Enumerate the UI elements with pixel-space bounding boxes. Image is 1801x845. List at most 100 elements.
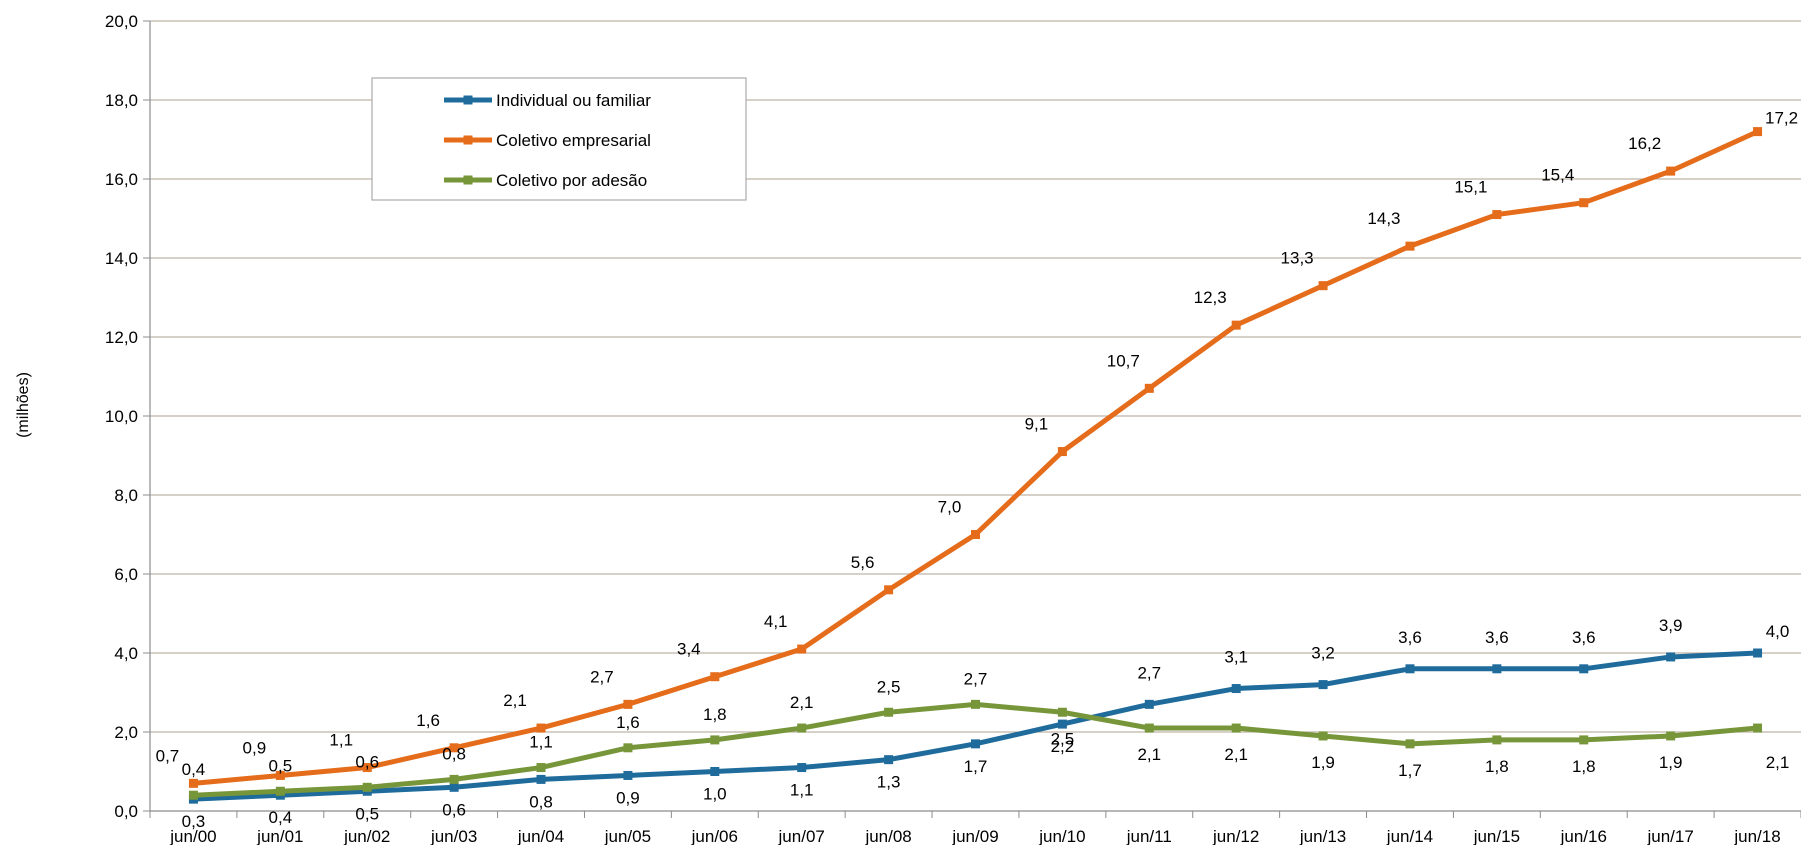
data-point: [623, 699, 633, 709]
data-label: 7,0: [938, 498, 962, 517]
data-point: [884, 755, 894, 765]
data-label: 1,1: [329, 731, 353, 750]
data-label: 0,9: [616, 788, 640, 807]
y-tick-label: 0,0: [114, 802, 138, 821]
data-point: [1753, 648, 1763, 658]
x-tick-label: jun/17: [1646, 827, 1693, 845]
axes: [143, 20, 1801, 818]
data-point: [1057, 719, 1067, 729]
data-label: 2,1: [1224, 745, 1248, 764]
data-point: [797, 644, 807, 654]
x-tick-label: jun/14: [1386, 827, 1433, 845]
data-label: 0,3: [182, 812, 206, 831]
data-point: [1492, 664, 1502, 674]
data-point: [1405, 664, 1415, 674]
data-label: 0,6: [442, 800, 466, 819]
data-label: 3,6: [1572, 628, 1596, 647]
data-point: [1666, 652, 1676, 662]
x-axis-ticks: jun/00 jun/01 jun/02 jun/03 jun/04 jun/05 jun/…: [169, 827, 1780, 845]
data-label: 1,0: [703, 785, 727, 804]
data-label: 1,8: [1572, 757, 1596, 776]
data-label: 2,7: [1137, 663, 1161, 682]
x-tick-label: jun/05: [604, 827, 651, 845]
data-point: [1492, 210, 1502, 220]
data-point: [1231, 684, 1241, 694]
data-point: [1405, 739, 1415, 749]
x-tick-label: jun/03: [430, 827, 477, 845]
data-point: [971, 739, 980, 749]
y-tick-label: 14,0: [105, 249, 138, 268]
data-point: [1231, 320, 1241, 330]
data-point: [275, 770, 285, 780]
data-point: [188, 790, 198, 800]
data-point: [971, 530, 980, 539]
data-label: 1,8: [1485, 757, 1509, 776]
x-tick-label: jun/16: [1560, 827, 1607, 845]
data-label: 0,4: [182, 760, 206, 779]
data-point: [1318, 680, 1328, 690]
x-tick-label: jun/01: [256, 827, 303, 845]
y-tick-label: 12,0: [105, 328, 138, 347]
data-label: 0,8: [529, 792, 553, 811]
x-tick-label: jun/18: [1733, 827, 1780, 845]
legend-marker: [463, 175, 473, 185]
data-label: 3,2: [1311, 644, 1335, 663]
legend-label: Individual ou familiar: [496, 91, 651, 110]
data-point: [449, 774, 459, 784]
data-label: 1,1: [529, 733, 553, 752]
data-label: 0,7: [156, 746, 180, 765]
data-label: 15,1: [1454, 178, 1487, 197]
y-tick-label: 2,0: [114, 723, 138, 742]
y-tick-label: 10,0: [105, 407, 138, 426]
data-label: 15,4: [1541, 166, 1574, 185]
data-label: 2,7: [590, 667, 614, 686]
data-label: 16,2: [1628, 134, 1661, 153]
x-tick-label: jun/08: [864, 827, 911, 845]
data-label: 0,6: [355, 752, 379, 771]
data-point: [1318, 281, 1328, 291]
y-tick-label: 20,0: [105, 12, 138, 31]
data-label: 13,3: [1281, 249, 1314, 268]
x-tick-label: jun/11: [1126, 827, 1172, 845]
data-label: 9,1: [1025, 415, 1049, 434]
legend-marker: [463, 95, 473, 105]
data-label: 0,4: [269, 808, 293, 827]
data-point: [188, 778, 198, 788]
data-point: [710, 672, 720, 682]
data-point: [1753, 723, 1763, 733]
data-label: 0,5: [355, 804, 379, 823]
data-point: [1144, 383, 1154, 393]
data-point: [362, 782, 372, 792]
legend-marker: [463, 135, 473, 145]
y-tick-label: 18,0: [105, 91, 138, 110]
y-tick-label: 6,0: [114, 565, 138, 584]
data-point: [1057, 447, 1067, 457]
data-point: [1144, 723, 1154, 733]
data-point: [1057, 707, 1067, 717]
data-label: 1,9: [1311, 753, 1335, 772]
x-tick-label: jun/04: [517, 827, 564, 845]
data-label: 4,0: [1766, 622, 1790, 641]
y-tick-label: 8,0: [114, 486, 138, 505]
data-label: 2,5: [1051, 729, 1075, 748]
data-label: 2,5: [877, 677, 901, 696]
x-tick-label: jun/09: [951, 827, 998, 845]
x-tick-label: jun/12: [1212, 827, 1259, 845]
data-label: 17,2: [1765, 109, 1798, 128]
data-label: 12,3: [1194, 288, 1227, 307]
data-point: [275, 786, 285, 796]
data-label: 1,3: [877, 773, 901, 792]
data-label: 5,6: [851, 553, 875, 572]
data-label: 0,9: [243, 738, 267, 757]
data-label: 2,1: [1766, 753, 1790, 772]
data-label: 0,5: [269, 756, 293, 775]
data-label: 3,9: [1659, 616, 1683, 635]
y-tick-label: 16,0: [105, 170, 138, 189]
data-point: [449, 743, 459, 753]
data-label: 2,1: [503, 691, 527, 710]
x-tick-label: jun/02: [343, 827, 390, 845]
data-point: [1492, 735, 1502, 745]
data-point: [797, 763, 807, 773]
data-label: 1,9: [1659, 753, 1683, 772]
